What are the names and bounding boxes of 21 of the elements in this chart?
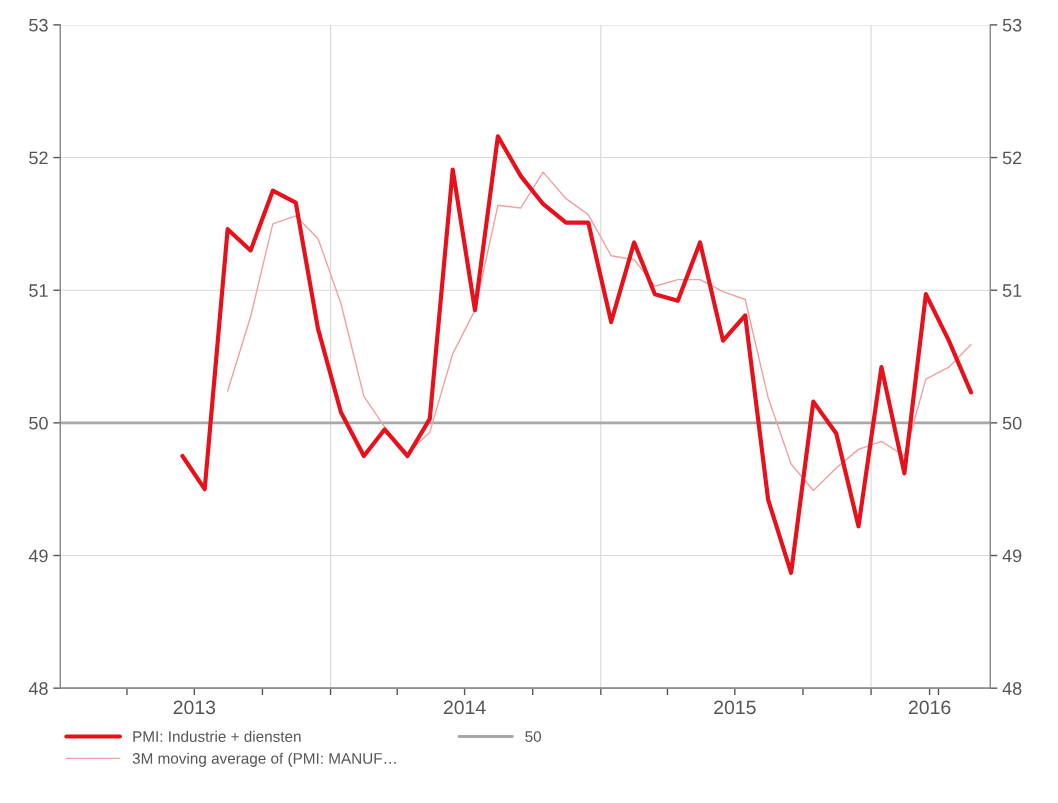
legend-label: 3M moving average of (PMI: MANUF… [132, 752, 396, 767]
y-tick-label: 50 [29, 416, 48, 430]
y-tick-label: 49 [28, 549, 48, 563]
y-tick-label: 53 [29, 18, 48, 32]
x-tick-label: 2016 [908, 700, 951, 715]
legend-label: 50 [525, 731, 542, 742]
y-tick-label: 52 [29, 151, 48, 165]
legend-label: PMI: Industrie + diensten [133, 730, 301, 742]
y2-tick-label: 52 [1002, 151, 1022, 165]
y-tick-label: 51 [29, 284, 48, 297]
y2-tick-label: 51 [1002, 284, 1022, 297]
x-tick-label: 2014 [443, 700, 486, 715]
y2-tick-label: 49 [1002, 549, 1022, 563]
y-tick-label: 48 [28, 682, 48, 695]
x-tick-label: 2015 [714, 700, 756, 715]
line-series [226, 171, 972, 492]
line-series [180, 134, 974, 575]
x-tick-label: 2013 [173, 700, 216, 715]
y2-tick-label: 50 [1002, 416, 1022, 430]
y2-tick-label: 53 [1002, 18, 1022, 32]
y2-tick-label: 48 [1002, 682, 1022, 695]
